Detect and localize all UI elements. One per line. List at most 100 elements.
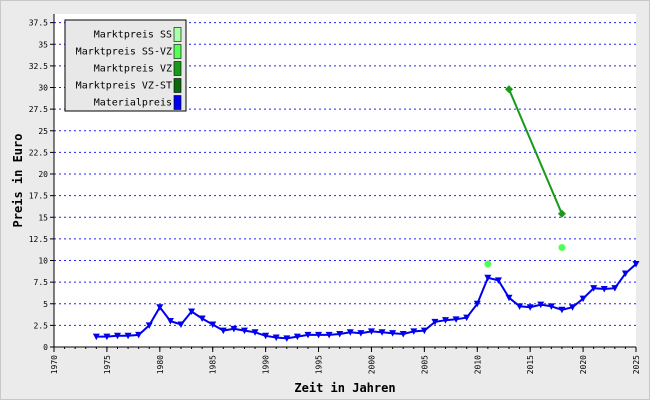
x-tick-label: 2020 xyxy=(579,355,588,374)
legend-label: Materialpreis xyxy=(94,98,172,109)
data-point xyxy=(484,274,492,282)
data-point xyxy=(304,331,312,339)
y-tick-label: 32.5 xyxy=(29,62,48,71)
data-point xyxy=(124,332,132,340)
x-tick-label: 2005 xyxy=(420,355,429,374)
data-point xyxy=(325,331,333,339)
x-tick-label: 2010 xyxy=(473,355,482,374)
x-tick-label: 1995 xyxy=(315,355,324,374)
data-point xyxy=(346,329,354,336)
data-point xyxy=(336,331,344,338)
data-point xyxy=(484,260,492,268)
data-point xyxy=(569,304,577,311)
y-tick-label: 10 xyxy=(38,257,48,266)
data-point xyxy=(219,327,227,335)
data-point xyxy=(135,331,143,339)
series-marktpreis-vz xyxy=(505,85,566,218)
data-point xyxy=(113,332,121,340)
data-point xyxy=(590,285,598,292)
data-point xyxy=(103,333,111,341)
y-tick-label: 27.5 xyxy=(29,105,48,114)
data-point xyxy=(209,321,217,329)
data-point xyxy=(357,330,365,337)
x-tick-label: 1985 xyxy=(209,355,218,374)
data-point xyxy=(463,314,471,322)
data-point xyxy=(156,304,164,311)
legend-swatch xyxy=(173,95,182,110)
data-point xyxy=(367,328,375,335)
legend-label: Marktpreis VZ-ST xyxy=(76,81,172,92)
series-line xyxy=(96,263,637,340)
data-point xyxy=(621,270,629,277)
series-marktpreis-ss-vz xyxy=(484,244,566,268)
legend: Marktpreis SS Marktpreis SS-VZ Marktpreis … xyxy=(64,19,187,112)
y-tick-label: 5 xyxy=(43,300,48,309)
y-tick-label: 37.5 xyxy=(29,19,48,28)
data-point xyxy=(315,331,323,339)
data-point xyxy=(177,321,185,329)
legend-box xyxy=(64,19,187,112)
y-tick-label: 22.5 xyxy=(29,148,48,157)
data-point xyxy=(632,260,640,268)
data-point xyxy=(378,329,386,336)
data-point xyxy=(420,327,428,335)
y-tick-label: 7.5 xyxy=(34,278,49,287)
legend-label: Marktpreis SS-VZ xyxy=(76,47,172,58)
series-line xyxy=(508,88,563,215)
legend-swatch xyxy=(173,78,182,93)
data-point xyxy=(579,295,587,303)
data-point xyxy=(198,315,206,322)
data-point xyxy=(505,85,514,94)
data-point xyxy=(145,322,153,329)
x-tick-label: 2015 xyxy=(526,355,535,374)
data-point xyxy=(188,308,196,316)
y-tick-label: 20 xyxy=(38,170,48,179)
y-tick-label: 17.5 xyxy=(29,192,48,201)
legend-label: Marktpreis VZ xyxy=(94,64,172,75)
x-tick-label: 2025 xyxy=(632,355,641,374)
data-point xyxy=(293,333,301,341)
y-tick-label: 12.5 xyxy=(29,235,48,244)
y-tick-label: 35 xyxy=(38,40,48,49)
x-tick-label: 1990 xyxy=(262,355,271,374)
x-tick-label: 1980 xyxy=(156,355,165,374)
data-point xyxy=(611,285,619,292)
data-point xyxy=(494,277,502,284)
data-point xyxy=(166,318,174,325)
legend-swatch xyxy=(173,44,182,59)
x-tick-label: 2000 xyxy=(367,355,376,374)
y-tick-label: 15 xyxy=(38,213,48,222)
series-layer xyxy=(92,85,640,342)
data-point xyxy=(410,328,418,335)
data-point xyxy=(262,332,270,340)
data-point xyxy=(547,303,555,310)
data-point xyxy=(505,294,513,302)
data-point xyxy=(389,330,397,337)
series-materialpreis xyxy=(92,260,640,342)
axes: 0 2.5 5 7.5 10 12.5 15 17.5 20 22.5 25 27.5 30 32.5 35… xyxy=(29,14,641,374)
data-point xyxy=(251,329,259,336)
data-point xyxy=(473,300,481,308)
data-point xyxy=(557,209,566,218)
legend-swatch xyxy=(173,61,182,76)
data-point xyxy=(516,303,524,310)
x-tick-label: 1975 xyxy=(103,355,112,374)
data-point xyxy=(558,306,566,314)
x-tick-label: 1970 xyxy=(50,355,59,374)
data-point xyxy=(526,304,534,311)
data-point xyxy=(600,286,608,293)
legend-swatch xyxy=(173,27,182,42)
y-tick-label: 2.5 xyxy=(34,321,49,330)
y-tick-label: 30 xyxy=(38,84,48,93)
data-point xyxy=(283,335,291,342)
data-point xyxy=(442,317,450,324)
data-point xyxy=(230,325,238,333)
data-point xyxy=(240,327,248,335)
legend-label: Marktpreis SS xyxy=(94,30,172,41)
data-point xyxy=(399,331,407,338)
data-point xyxy=(92,333,100,341)
y-tick-label: 0 xyxy=(43,343,48,352)
y-tick-label: 25 xyxy=(38,127,48,136)
y-axis-title: Preis in Euro xyxy=(11,134,25,228)
